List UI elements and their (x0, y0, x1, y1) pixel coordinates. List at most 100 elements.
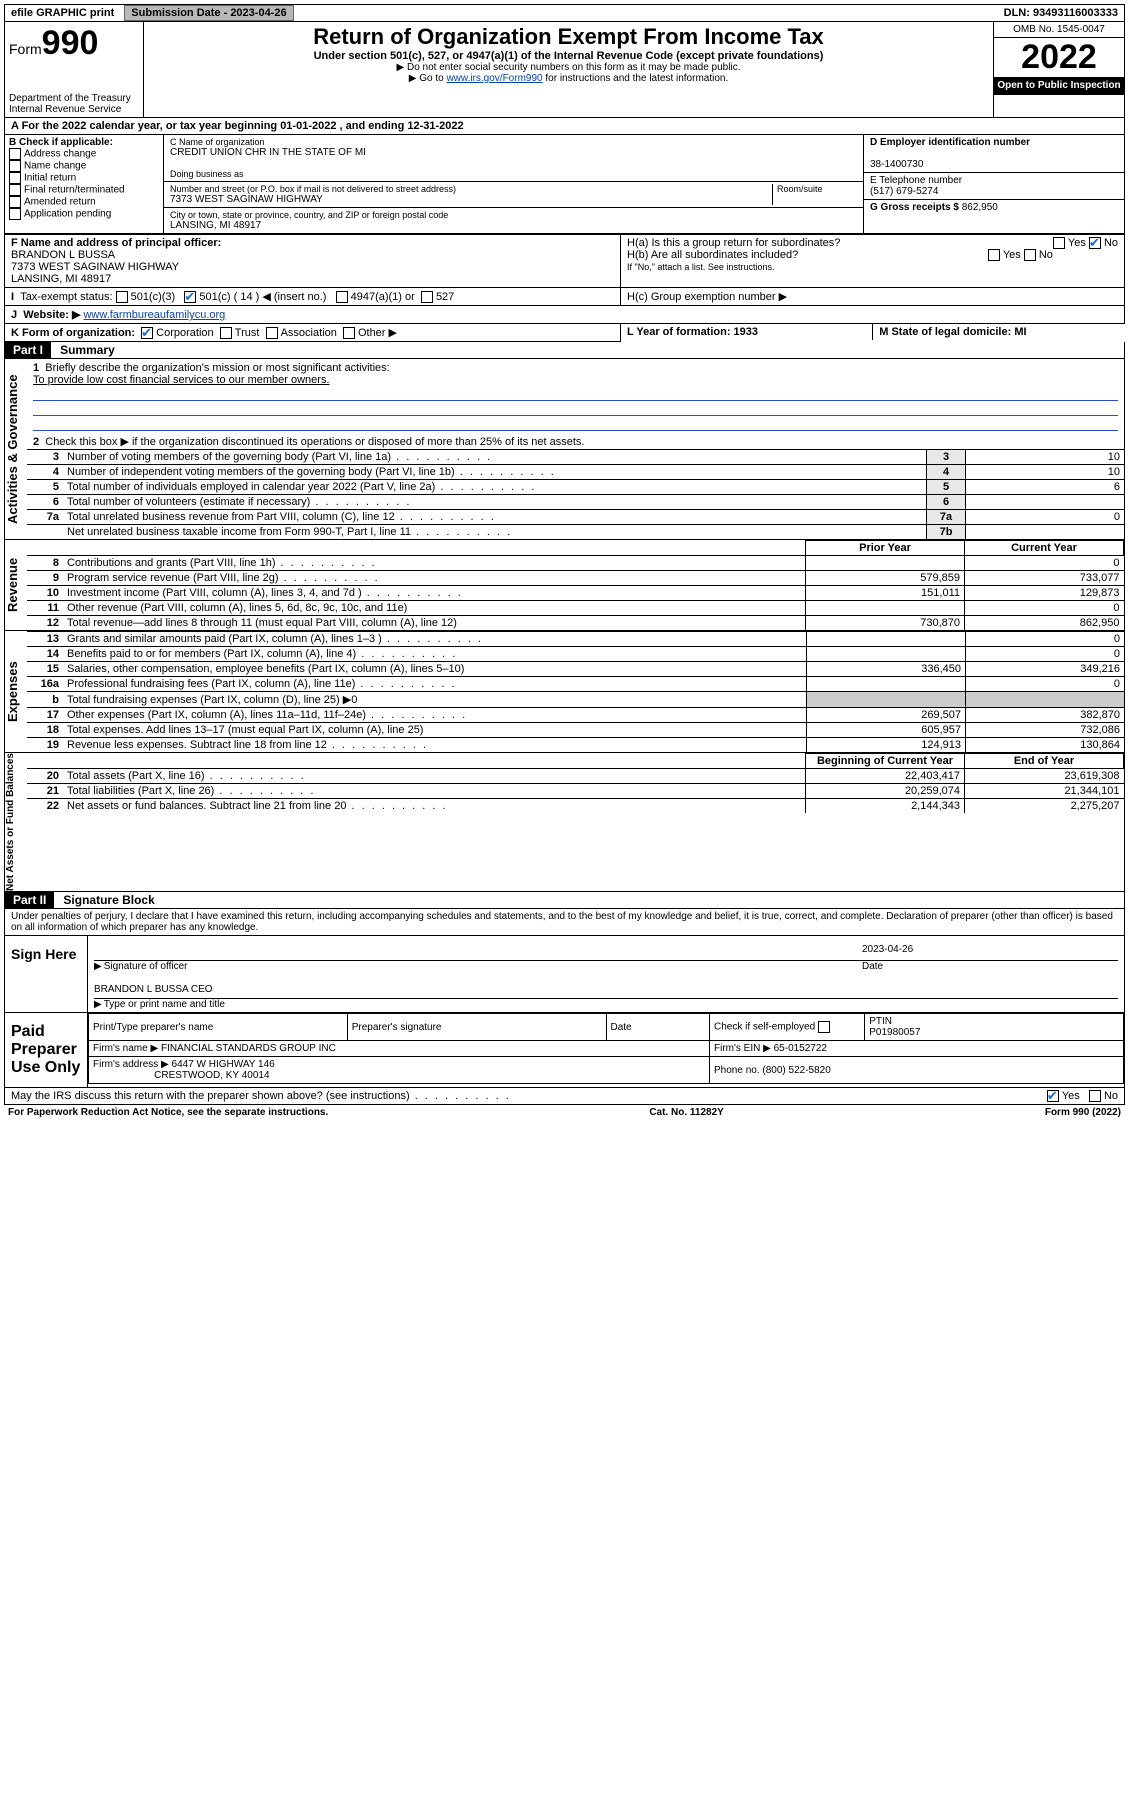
preparer-table: Print/Type preparer's name Preparer's si… (88, 1013, 1124, 1084)
i-501c3[interactable] (116, 291, 128, 303)
note2b: for instructions and the latest informat… (543, 73, 729, 84)
hc-label: H(c) Group exemption number ▶ (627, 291, 787, 303)
dln-label: DLN: 93493116003333 (998, 5, 1124, 21)
pt-label: Print/Type preparer's name (89, 1014, 348, 1041)
officer-name: BRANDON L BUSSA (11, 249, 115, 261)
form-subtitle: Under section 501(c), 527, or 4947(a)(1)… (152, 50, 985, 62)
discuss-label: May the IRS discuss this return with the… (11, 1090, 511, 1102)
ha-no[interactable] (1089, 237, 1101, 249)
self-employed-cb[interactable] (818, 1021, 830, 1033)
tel-label: E Telephone number (870, 175, 962, 186)
org-address: 7373 WEST SAGINAW HIGHWAY (170, 194, 772, 205)
ein-value: 38-1400730 (870, 159, 923, 170)
gov-table: 3Number of voting members of the governi… (27, 449, 1124, 539)
submission-date-button[interactable]: Submission Date - 2023-04-26 (124, 5, 293, 21)
line1-label: Briefly describe the organization's miss… (45, 362, 389, 374)
sign-here: Sign Here Signature of officer 2023-04-2… (4, 936, 1125, 1013)
ha-yes[interactable] (1053, 237, 1065, 249)
dba-label: Doing business as (170, 169, 857, 179)
omb-number: OMB No. 1545-0047 (994, 22, 1124, 38)
sign-here-label: Sign Here (5, 936, 88, 1012)
j-label: Website: ▶ (23, 309, 80, 321)
org-city: LANSING, MI 48917 (170, 220, 857, 231)
form-title: Return of Organization Exempt From Incom… (152, 24, 985, 50)
block-f: F Name and address of principal officer:… (4, 234, 1125, 342)
footer-left: For Paperwork Reduction Act Notice, see … (8, 1107, 328, 1118)
part-i-title: Summary (54, 343, 115, 357)
side-governance: Activities & Governance (5, 359, 27, 539)
city-label: City or town, state or province, country… (170, 210, 857, 220)
l-year: L Year of formation: 1933 (627, 326, 758, 338)
open-inspection: Open to Public Inspection (994, 77, 1124, 95)
firm-phone: (800) 522-5820 (762, 1065, 830, 1076)
section-expenses: Expenses 13Grants and similar amounts pa… (4, 631, 1125, 753)
ein-label: D Employer identification number (870, 137, 1030, 148)
revenue-table: Prior YearCurrent Year 8Contributions an… (27, 540, 1124, 630)
cb-pending[interactable] (9, 208, 21, 220)
addr-label: Number and street (or P.O. box if mail i… (170, 184, 772, 194)
hb-no[interactable] (1024, 249, 1036, 261)
discuss-row: May the IRS discuss this return with the… (4, 1088, 1125, 1105)
form-word: Form (9, 41, 42, 57)
firm-ein: 65-0152722 (774, 1043, 827, 1054)
website-link[interactable]: www.farmbureaufamilycu.org (83, 309, 225, 321)
irs-label: Internal Revenue Service (9, 104, 139, 115)
side-expenses: Expenses (5, 631, 27, 752)
section-revenue: Revenue Prior YearCurrent Year 8Contribu… (4, 540, 1125, 631)
f-label: F Name and address of principal officer: (11, 237, 221, 249)
form-number: 990 (42, 24, 99, 62)
form-header: Form990 Department of the Treasury Inter… (4, 22, 1125, 118)
k-trust[interactable] (220, 327, 232, 339)
instructions-link[interactable]: www.irs.gov/Form990 (446, 73, 542, 84)
paid-label: Paid Preparer Use Only (5, 1013, 88, 1087)
top-bar: efile GRAPHIC print Submission Date - 20… (4, 4, 1125, 22)
section-governance: Activities & Governance 1 Briefly descri… (4, 359, 1125, 540)
officer-typed: BRANDON L BUSSA CEO (94, 984, 213, 995)
hb-yes[interactable] (988, 249, 1000, 261)
part-ii-header: Part II (5, 892, 54, 908)
header-left: Form990 Department of the Treasury Inter… (5, 22, 144, 117)
date-label: Date (862, 961, 883, 972)
gross-label: G Gross receipts $ (870, 202, 959, 213)
dt-label: Date (606, 1014, 710, 1041)
hb-note: If "No," attach a list. See instructions… (627, 262, 774, 272)
expenses-table: 13Grants and similar amounts paid (Part … (27, 631, 1124, 752)
page-footer: For Paperwork Reduction Act Notice, see … (4, 1105, 1125, 1120)
cb-address[interactable] (9, 148, 21, 160)
row-a-taxyear: A For the 2022 calendar year, or tax yea… (4, 118, 1125, 135)
gross-value: 862,950 (962, 202, 998, 213)
discuss-no[interactable] (1089, 1090, 1101, 1102)
declaration: Under penalties of perjury, I declare th… (4, 909, 1125, 936)
sig-date-value: 2023-04-26 (862, 944, 1118, 961)
officer-addr2: LANSING, MI 48917 (11, 273, 111, 285)
paid-preparer: Paid Preparer Use Only Print/Type prepar… (4, 1013, 1125, 1088)
block-d-right: D Employer identification number 38-1400… (863, 135, 1124, 233)
i-501c[interactable] (184, 291, 196, 303)
line2-label: Check this box ▶ if the organization dis… (45, 436, 584, 448)
k-label: K Form of organization: (11, 327, 135, 339)
dept-label: Department of the Treasury (9, 93, 139, 104)
k-other[interactable] (343, 327, 355, 339)
part-ii-title: Signature Block (57, 893, 154, 907)
b-label: B Check if applicable: (9, 137, 113, 148)
firm-addr2: CRESTWOOD, KY 40014 (154, 1070, 269, 1081)
i-4947[interactable] (336, 291, 348, 303)
part-i-header: Part I (5, 342, 51, 358)
form-note1: ▶ Do not enter social security numbers o… (152, 62, 985, 73)
k-corp[interactable] (141, 327, 153, 339)
discuss-yes[interactable] (1047, 1090, 1059, 1102)
ha-label: H(a) Is this a group return for subordin… (627, 237, 840, 249)
cb-name[interactable] (9, 160, 21, 172)
footer-right: Form 990 (2022) (1045, 1107, 1121, 1118)
hb-label: H(b) Are all subordinates included? (627, 249, 798, 261)
cb-final[interactable] (9, 184, 21, 196)
firm-name: FINANCIAL STANDARDS GROUP INC (161, 1043, 336, 1054)
sig-officer-label: Signature of officer (94, 961, 187, 972)
i-527[interactable] (421, 291, 433, 303)
k-assoc[interactable] (266, 327, 278, 339)
c-name-label: C Name of organization (170, 137, 857, 147)
cb-amended[interactable] (9, 196, 21, 208)
block-b-checkboxes: B Check if applicable: Address change Na… (5, 135, 164, 233)
org-name: CREDIT UNION CHR IN THE STATE OF MI (170, 147, 857, 158)
cb-initial[interactable] (9, 172, 21, 184)
